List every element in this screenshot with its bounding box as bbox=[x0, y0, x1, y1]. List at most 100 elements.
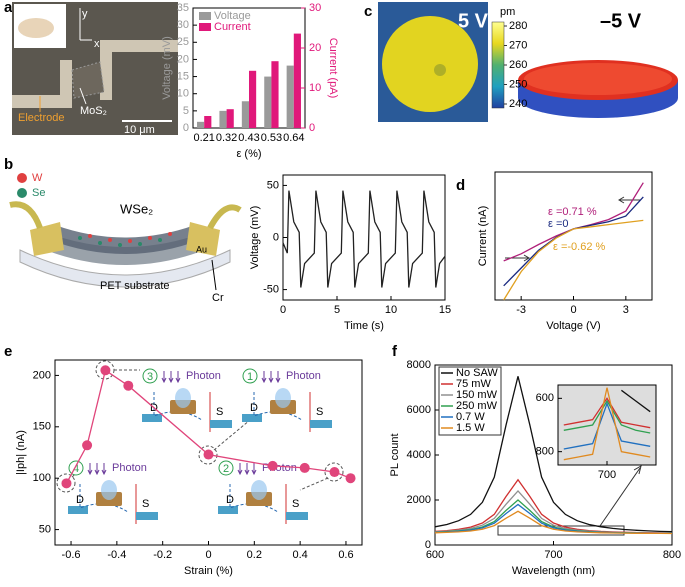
label: 5 V bbox=[458, 10, 489, 32]
photon-arrow-head bbox=[101, 469, 107, 476]
x-axis-label: ε (%) bbox=[236, 148, 261, 160]
x-tick-label: 0 bbox=[205, 549, 211, 561]
photon-label: Photon bbox=[186, 370, 221, 382]
x-tick-label: 0 bbox=[570, 304, 576, 316]
bar bbox=[219, 110, 227, 128]
panel-letter: e bbox=[4, 343, 12, 360]
y-tick-label: 25 bbox=[177, 36, 189, 48]
photon-arrow-head bbox=[168, 377, 174, 384]
y-axis-label: Voltage (mV) bbox=[161, 36, 173, 100]
micrograph: y x Electrode MoS₂ 10 μm bbox=[12, 2, 178, 136]
y-tick-label: 30 bbox=[177, 19, 189, 31]
step-number: 3 bbox=[147, 371, 153, 383]
y-axis-label: Voltage (mV) bbox=[249, 206, 261, 270]
bar bbox=[226, 109, 234, 128]
bar bbox=[264, 76, 272, 128]
photon-arrow-head bbox=[244, 469, 250, 476]
legend-box bbox=[438, 366, 502, 436]
y-tick-label: 200 bbox=[33, 369, 51, 381]
data-line bbox=[282, 190, 446, 288]
data-point bbox=[329, 467, 340, 478]
label: Cr bbox=[212, 292, 224, 304]
y-tick-label: 0 bbox=[183, 122, 189, 134]
y-tick-label: 5 bbox=[183, 105, 189, 117]
data-line bbox=[563, 397, 651, 429]
photon-arrow-head bbox=[87, 469, 93, 476]
x-axis-label: Wavelength (nm) bbox=[512, 565, 595, 577]
drain-block bbox=[142, 414, 162, 422]
light-spot bbox=[275, 388, 291, 408]
photon-arrow-head bbox=[161, 377, 167, 384]
colorbar-unit: pm bbox=[500, 6, 515, 18]
x-axis-label: Time (s) bbox=[344, 320, 384, 332]
axis-label: y bbox=[82, 8, 88, 20]
annotation-arrows bbox=[505, 196, 640, 262]
source-label: S bbox=[142, 498, 149, 510]
x-tick-label: 3 bbox=[623, 304, 629, 316]
label: MoS₂ bbox=[80, 105, 107, 117]
legend-swatch bbox=[199, 12, 211, 20]
x-tick-label: -0.4 bbox=[107, 549, 126, 561]
y-tick-label: 4000 bbox=[407, 449, 431, 461]
label: Au bbox=[196, 244, 207, 254]
band-diagram-inset: 2 Photon D S bbox=[218, 460, 308, 524]
photon-arrow-head bbox=[175, 377, 181, 384]
y-tick-label: 100 bbox=[33, 472, 51, 484]
data-point bbox=[82, 440, 93, 451]
legend-label: W bbox=[32, 172, 43, 184]
x-tick-label: 700 bbox=[598, 469, 616, 481]
drain-label: D bbox=[226, 494, 234, 506]
y-tick-label: 150 bbox=[33, 421, 51, 433]
band-diagram-inset: 4 Photon D S bbox=[68, 460, 158, 524]
x-axis-label: Strain (%) bbox=[184, 565, 233, 577]
y-tick-label: -50 bbox=[263, 283, 279, 295]
y2-tick-label: 10 bbox=[309, 82, 321, 94]
photon-label: Photon bbox=[262, 462, 297, 474]
afm-image: 5 V pm –5 V bbox=[378, 2, 678, 122]
photon-arrow-head bbox=[261, 377, 267, 384]
panel-letter: f bbox=[392, 343, 398, 360]
x-tick-label: 0.43 bbox=[238, 132, 259, 144]
source-label: S bbox=[316, 406, 323, 418]
data-point bbox=[123, 380, 134, 391]
label: Electrode bbox=[18, 112, 64, 124]
x-tick-label: -3 bbox=[516, 304, 526, 316]
photon-arrow-head bbox=[268, 377, 274, 384]
scale-bar-label: 10 μm bbox=[124, 124, 155, 136]
y-tick-label: 50 bbox=[267, 179, 279, 191]
plot-frame bbox=[282, 174, 446, 301]
data-line bbox=[434, 376, 673, 533]
y-axis-label: Current (nA) bbox=[477, 206, 489, 267]
data-point bbox=[61, 478, 72, 489]
legend-label: 0.7 W bbox=[456, 411, 485, 423]
data-line bbox=[434, 510, 673, 535]
y2-tick-label: 30 bbox=[309, 2, 321, 14]
panel-letter: c bbox=[364, 3, 372, 20]
light-spot bbox=[251, 480, 267, 500]
step-badge bbox=[142, 368, 158, 384]
x-tick-label: -0.6 bbox=[62, 549, 81, 561]
data-point bbox=[267, 460, 278, 471]
step-badge bbox=[218, 460, 234, 476]
y-tick-label: 15 bbox=[177, 70, 189, 82]
bar bbox=[293, 33, 301, 128]
colorbar-tick-label: 260 bbox=[509, 59, 527, 71]
panel-letter: a bbox=[4, 0, 13, 16]
x-tick-label: 10 bbox=[385, 304, 397, 316]
photon-arrow-head bbox=[251, 469, 257, 476]
y-tick-label: 10 bbox=[177, 88, 189, 100]
bar bbox=[271, 61, 279, 129]
data-line bbox=[503, 219, 644, 301]
label: PET substrate bbox=[100, 280, 170, 292]
source-block bbox=[136, 512, 158, 520]
series-label: ε =-0.62 % bbox=[553, 241, 606, 253]
x-tick-label: 15 bbox=[439, 304, 451, 316]
photon-label: Photon bbox=[112, 462, 147, 474]
legend-label: 1.5 W bbox=[456, 422, 485, 434]
y2-axis-label: Current (pA) bbox=[327, 38, 339, 99]
drain-label: D bbox=[76, 494, 84, 506]
y-axis-label: PL count bbox=[389, 433, 401, 476]
data-line bbox=[563, 401, 651, 450]
